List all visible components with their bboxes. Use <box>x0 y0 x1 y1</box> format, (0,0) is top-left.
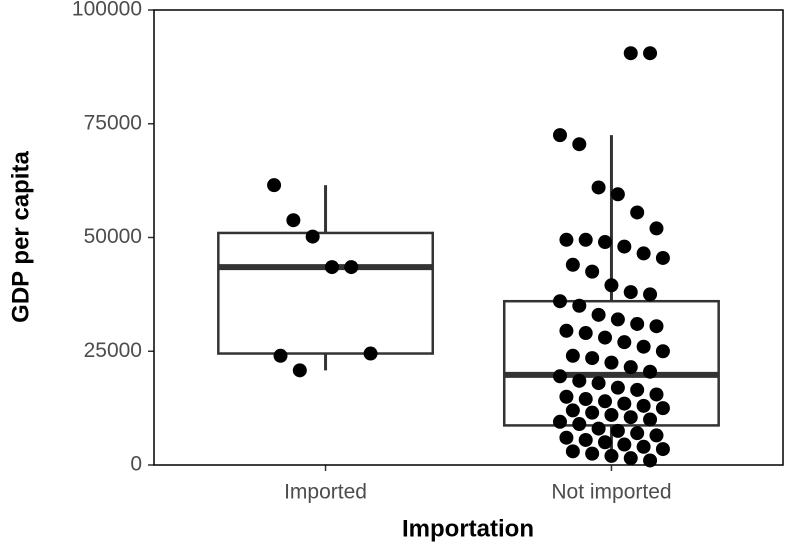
y-tick-label: 25000 <box>84 339 142 362</box>
data-point <box>273 348 288 363</box>
data-point <box>617 396 632 411</box>
data-point <box>559 323 574 338</box>
data-point <box>363 346 378 361</box>
data-point <box>643 287 658 302</box>
data-point <box>559 430 574 445</box>
data-point <box>267 178 282 193</box>
data-point <box>305 229 320 244</box>
data-point <box>578 232 593 247</box>
data-point <box>591 376 606 391</box>
data-point <box>610 187 625 202</box>
data-point <box>623 360 638 375</box>
data-point <box>643 46 658 61</box>
y-tick-label: 0 <box>130 453 142 476</box>
data-point <box>598 394 613 409</box>
data-point <box>649 428 664 443</box>
data-point <box>572 137 587 152</box>
data-point <box>565 348 580 363</box>
data-point <box>598 435 613 450</box>
data-point <box>585 351 600 366</box>
data-point <box>610 423 625 438</box>
data-point <box>649 387 664 402</box>
data-point <box>623 451 638 466</box>
data-point <box>643 412 658 427</box>
data-point <box>604 407 619 422</box>
data-point <box>598 235 613 250</box>
data-point <box>630 205 645 220</box>
data-point <box>585 446 600 461</box>
box <box>217 231 435 355</box>
data-point <box>552 369 567 384</box>
x-tick-label: Not imported <box>551 481 671 504</box>
data-point <box>623 46 638 61</box>
data-point <box>578 326 593 341</box>
data-point <box>559 389 574 404</box>
data-point <box>655 344 670 359</box>
data-point <box>572 298 587 313</box>
data-point <box>636 339 651 354</box>
data-point <box>617 437 632 452</box>
data-point <box>591 307 606 322</box>
data-point <box>598 330 613 345</box>
data-point <box>636 439 651 454</box>
data-point <box>552 294 567 309</box>
data-point <box>552 414 567 429</box>
data-point <box>585 405 600 420</box>
data-point <box>565 444 580 459</box>
data-point <box>623 285 638 300</box>
data-point <box>572 417 587 432</box>
data-point <box>578 432 593 447</box>
data-point <box>604 278 619 293</box>
data-point <box>324 260 339 275</box>
data-point <box>565 403 580 418</box>
y-axis-title: GDP per capita <box>7 151 34 323</box>
data-point <box>604 448 619 463</box>
data-point <box>655 250 670 265</box>
data-point <box>585 264 600 279</box>
y-tick-label: 50000 <box>84 225 142 248</box>
data-point <box>617 239 632 254</box>
x-axis-title: Importation <box>402 515 534 542</box>
data-point <box>649 221 664 236</box>
data-point <box>572 373 587 388</box>
plot-frame <box>153 9 784 466</box>
y-tick-label: 100000 <box>72 0 142 21</box>
data-point <box>630 426 645 441</box>
data-point <box>578 392 593 407</box>
data-point <box>636 398 651 413</box>
data-point <box>292 363 307 378</box>
data-point <box>591 180 606 195</box>
data-point <box>636 246 651 261</box>
data-point <box>344 260 359 275</box>
data-point <box>610 312 625 327</box>
data-point <box>565 257 580 272</box>
data-point <box>559 232 574 247</box>
data-point <box>623 410 638 425</box>
data-point <box>649 319 664 334</box>
box <box>502 299 720 427</box>
data-point <box>604 355 619 370</box>
data-point <box>552 128 567 143</box>
data-point <box>643 453 658 468</box>
data-point <box>643 364 658 379</box>
y-tick-label: 75000 <box>84 111 142 134</box>
data-point <box>610 380 625 395</box>
data-point <box>630 316 645 331</box>
x-tick-label: Imported <box>284 481 367 504</box>
data-point <box>591 421 606 436</box>
data-point <box>630 382 645 397</box>
data-point <box>655 442 670 457</box>
data-point <box>617 335 632 350</box>
data-point <box>655 401 670 416</box>
data-point <box>286 213 301 228</box>
